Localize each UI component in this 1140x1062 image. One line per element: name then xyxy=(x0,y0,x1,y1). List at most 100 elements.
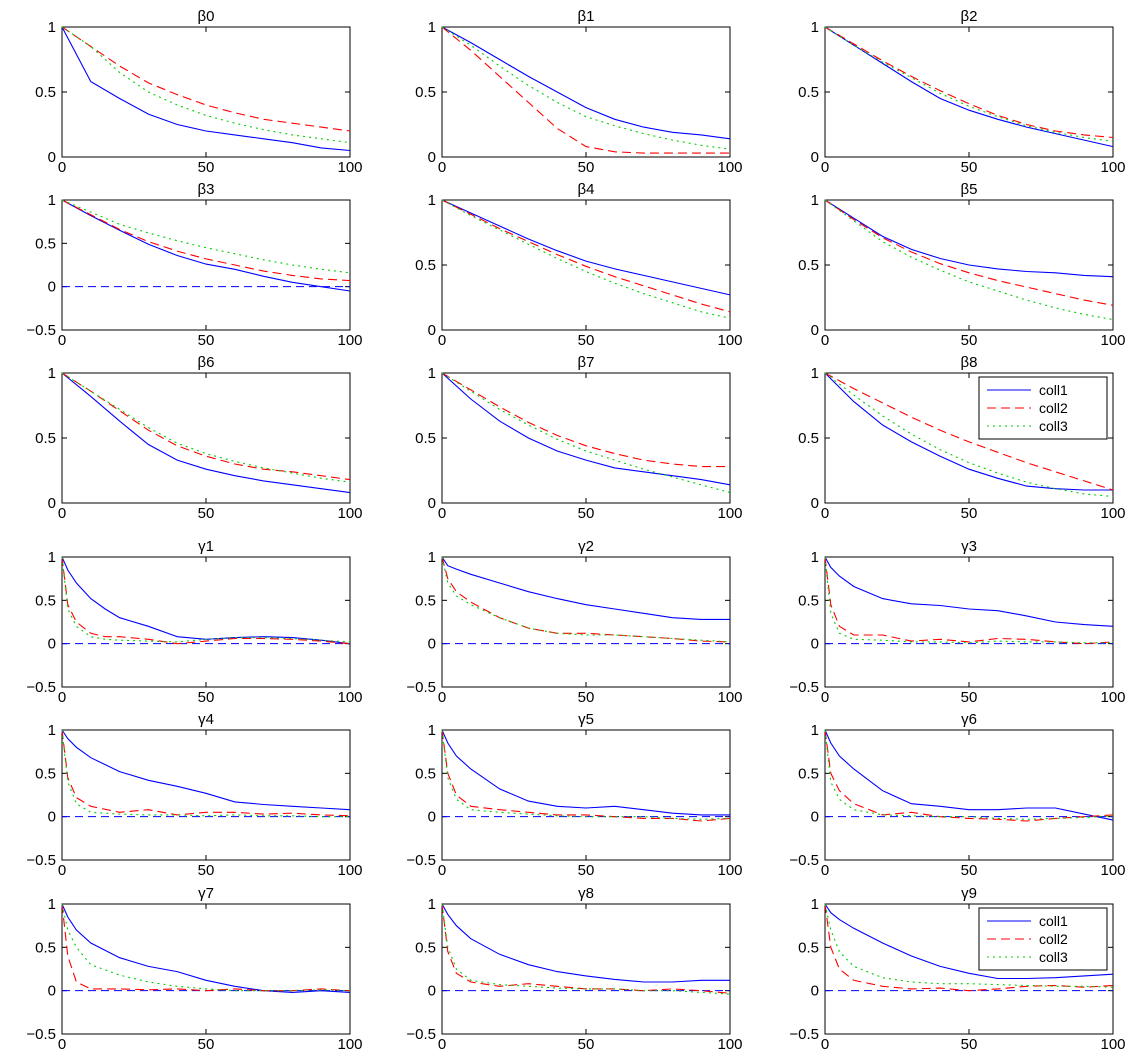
x-tick-label: 0 xyxy=(58,1036,66,1053)
series-line-coll1 xyxy=(441,26,731,140)
panel-7: β6 0 0.5 1 0 50 100 xyxy=(35,354,362,522)
series-line-coll3 xyxy=(61,556,351,643)
panel-title: γ9 xyxy=(961,885,977,902)
series-line-coll1 xyxy=(441,372,731,486)
axes-box xyxy=(441,372,731,504)
axes-box xyxy=(441,903,731,1035)
axes-box xyxy=(61,556,351,688)
series-line-coll2 xyxy=(824,26,1114,139)
x-tick-label: 100 xyxy=(717,1036,742,1053)
series-line-coll2 xyxy=(61,199,351,282)
y-tick-label: 0.5 xyxy=(415,430,436,447)
y-tick-label: 1 xyxy=(48,896,56,913)
series-line-coll3 xyxy=(824,26,1114,142)
panel-title: γ3 xyxy=(961,538,977,555)
panel-title: γ7 xyxy=(198,885,214,902)
series-line-coll1 xyxy=(441,903,730,983)
x-tick-label: 50 xyxy=(578,862,595,879)
legend: coll1 coll2 coll3 xyxy=(978,907,1108,971)
series-line-coll2 xyxy=(824,729,1114,822)
x-tick-label: 50 xyxy=(578,689,595,706)
y-tick-label: −0.5 xyxy=(26,1026,56,1043)
x-tick-label: 100 xyxy=(1100,689,1125,706)
x-tick-label: 0 xyxy=(438,332,446,349)
series-line-coll1 xyxy=(61,372,351,494)
legend-label-coll1: coll1 xyxy=(1039,382,1068,398)
series-line-coll2 xyxy=(61,903,351,992)
x-tick-label: 100 xyxy=(1100,505,1125,522)
x-tick-label: 50 xyxy=(961,505,978,522)
y-tick-label: 0.5 xyxy=(35,939,56,956)
y-tick-label: 0.5 xyxy=(415,592,436,609)
legend-label-coll3: coll3 xyxy=(1039,418,1068,434)
axes-box xyxy=(441,556,731,688)
x-tick-label: 0 xyxy=(58,862,66,879)
x-tick-label: 50 xyxy=(198,505,215,522)
panel-title: β2 xyxy=(961,8,978,25)
y-tick-label: −0.5 xyxy=(789,1026,819,1043)
x-tick-label: 0 xyxy=(58,159,66,176)
y-tick-label: −0.5 xyxy=(789,679,819,696)
y-tick-label: 1 xyxy=(811,722,819,739)
series-line-coll2 xyxy=(441,199,731,313)
y-tick-label: 0.5 xyxy=(35,765,56,782)
x-tick-label: 100 xyxy=(337,689,362,706)
x-tick-label: 0 xyxy=(821,159,829,176)
series-line-coll3 xyxy=(824,903,1114,988)
series-line-coll1 xyxy=(824,199,1114,278)
series-line-coll3 xyxy=(441,199,731,319)
series-line-coll2 xyxy=(441,556,731,643)
panel-title: β8 xyxy=(961,354,978,371)
y-tick-label: 1 xyxy=(48,722,56,739)
panel-12: γ3−0.500.510 50 100 xyxy=(789,538,1125,706)
x-tick-label: 100 xyxy=(337,332,362,349)
y-tick-label: 1 xyxy=(811,192,819,209)
y-tick-label: 1 xyxy=(428,896,436,913)
series-line-coll2 xyxy=(61,372,351,481)
panel-title: γ5 xyxy=(578,711,594,728)
axes-box xyxy=(61,729,351,861)
x-tick-label: 0 xyxy=(821,505,829,522)
panel-8: β7 0 0.5 1 0 50 100 xyxy=(415,354,742,522)
y-tick-label: 0.5 xyxy=(415,257,436,274)
panel-5: β4 0 0.5 1 0 50 100 xyxy=(415,181,742,349)
series-line-coll1 xyxy=(61,729,351,811)
y-tick-label: 1 xyxy=(811,365,819,382)
y-tick-label: 0.5 xyxy=(798,765,819,782)
panel-title: β6 xyxy=(198,354,215,371)
legend-box xyxy=(978,907,1108,971)
y-tick-label: 0.5 xyxy=(415,939,436,956)
y-tick-label: 0 xyxy=(428,983,436,1000)
x-tick-label: 50 xyxy=(961,862,978,879)
y-tick-label: 0.5 xyxy=(798,257,819,274)
x-tick-label: 0 xyxy=(821,1036,829,1053)
y-tick-label: −0.5 xyxy=(789,852,819,869)
y-tick-label: 1 xyxy=(811,19,819,36)
x-tick-label: 0 xyxy=(438,505,446,522)
panel-title: β4 xyxy=(578,181,595,198)
series-line-coll3 xyxy=(61,903,351,992)
y-tick-label: 0.5 xyxy=(798,84,819,101)
y-tick-label: 0 xyxy=(811,495,819,512)
axes-box xyxy=(61,903,351,1035)
x-tick-label: 50 xyxy=(961,1036,978,1053)
x-tick-label: 100 xyxy=(1100,1036,1125,1053)
series-line-coll2 xyxy=(441,372,730,468)
y-tick-label: 1 xyxy=(428,19,436,36)
y-tick-label: 0.5 xyxy=(35,235,56,252)
axes-box xyxy=(61,372,351,504)
x-tick-label: 100 xyxy=(717,159,742,176)
y-tick-label: 0 xyxy=(48,636,56,653)
series-line-coll1 xyxy=(441,729,730,816)
x-tick-label: 0 xyxy=(58,332,66,349)
panel-title: β3 xyxy=(198,181,215,198)
series-line-coll2 xyxy=(441,729,731,822)
y-tick-label: 1 xyxy=(48,549,56,566)
panel-13: γ4−0.500.510 50 100 xyxy=(26,711,362,879)
series-line-coll3 xyxy=(441,556,731,643)
panel-1: β0 0 0.5 1 0 50 100 xyxy=(35,8,362,176)
x-tick-label: 50 xyxy=(578,332,595,349)
panel-title: γ6 xyxy=(961,711,977,728)
y-tick-label: 1 xyxy=(48,19,56,36)
